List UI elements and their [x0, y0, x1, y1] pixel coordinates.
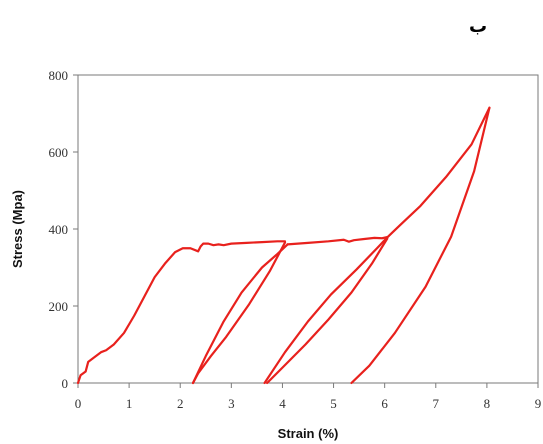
- stress-strain-segment-6: [263, 236, 389, 385]
- x-tick-label: 3: [228, 396, 235, 411]
- x-tick-label: 0: [75, 396, 82, 411]
- y-axis-title: Stress (Mpa): [10, 190, 25, 268]
- y-tick-label: 200: [49, 299, 69, 314]
- x-tick-label: 8: [484, 396, 491, 411]
- stress-strain-segment-5: [266, 237, 389, 385]
- y-tick-label: 600: [49, 145, 69, 160]
- stress-strain-segment-4: [286, 235, 389, 246]
- x-tick-label: 6: [381, 396, 388, 411]
- stress-strain-segment-7: [386, 106, 491, 239]
- panel-label: ب: [469, 16, 487, 37]
- x-tick-label: 5: [330, 396, 337, 411]
- y-tick-label: 800: [49, 68, 69, 83]
- y-tick-label: 400: [49, 222, 69, 237]
- plot-area-frame: [77, 74, 539, 384]
- x-tick-label: 1: [126, 396, 133, 411]
- x-tick-label: 7: [433, 396, 440, 411]
- x-tick-label: 4: [279, 396, 286, 411]
- x-axis-title: Strain (%): [278, 426, 339, 441]
- x-tick-label: 2: [177, 396, 184, 411]
- stress-strain-segment-1: [76, 240, 287, 385]
- stress-strain-segment-3: [191, 243, 289, 385]
- y-tick-label: 0: [62, 376, 69, 391]
- stress-strain-segment-2: [191, 241, 287, 385]
- stress-strain-segment-8: [350, 106, 491, 385]
- axis-ticks: [73, 74, 539, 388]
- data-series: [76, 106, 491, 385]
- x-tick-label: 9: [535, 396, 542, 411]
- axis-tick-labels: 0 1 2 3 4 5 6 7 8 9 0 200 400 600 800: [49, 68, 542, 411]
